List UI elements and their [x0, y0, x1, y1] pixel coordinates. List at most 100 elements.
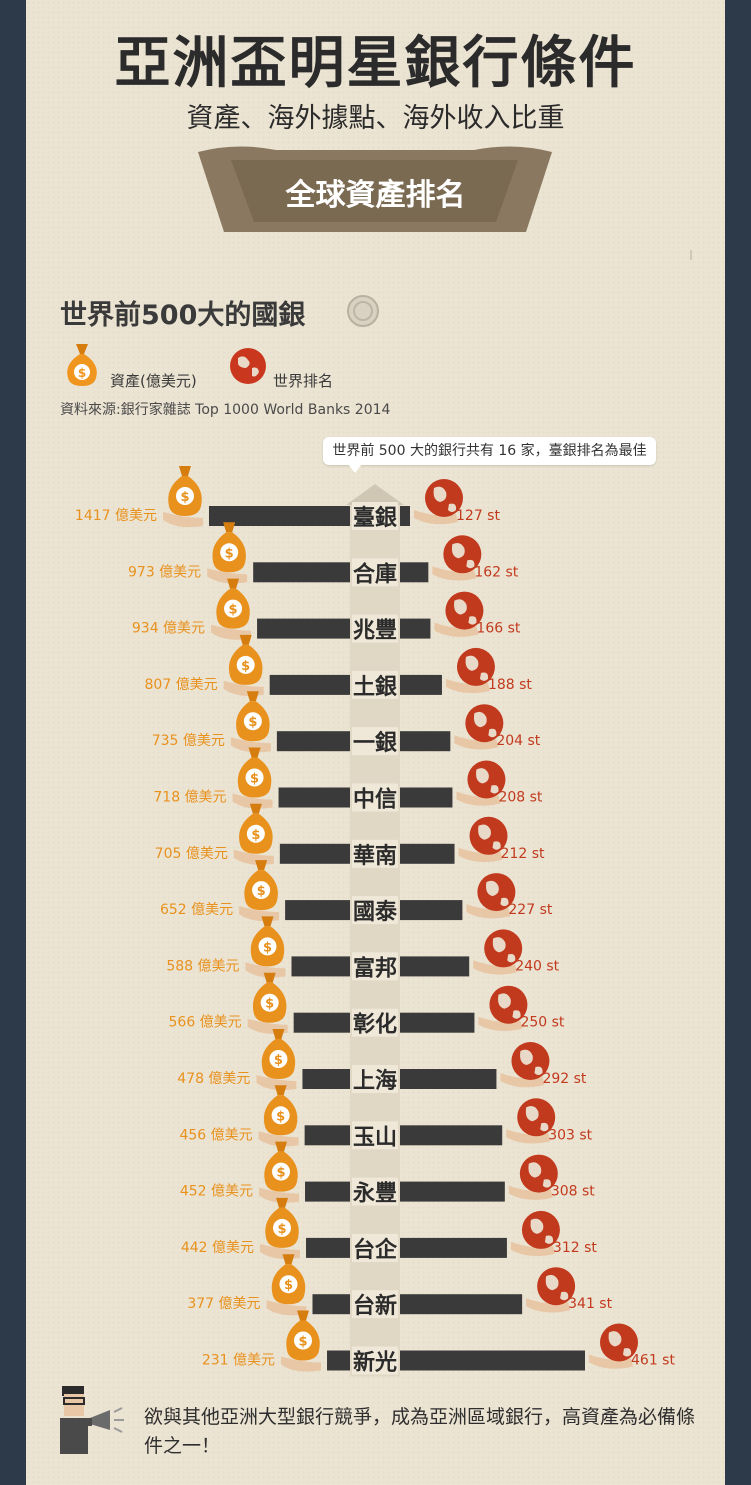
- money-bag-icon: $: [223, 634, 264, 697]
- rank-bar: [400, 1125, 503, 1146]
- svg-text:$: $: [298, 1335, 307, 1350]
- person-megaphone-illustration: [60, 1386, 124, 1454]
- asset-value-label: 478 億美元: [177, 1071, 250, 1087]
- rank-bar: [400, 1237, 507, 1258]
- ribbon-banner: [198, 146, 692, 260]
- bank-name-label: 永豐: [353, 1181, 397, 1207]
- bank-row: $452 億美元 308 st 永豐: [180, 1141, 595, 1207]
- svg-text:$: $: [229, 603, 238, 618]
- bank-name-label: 兆豐: [353, 619, 397, 644]
- bank-name-label: 中信: [353, 787, 397, 813]
- svg-text:$: $: [225, 546, 234, 561]
- money-bag-icon: $: [207, 522, 248, 584]
- rank-value-label: 461 st: [631, 1353, 675, 1369]
- asset-value-label: 973 億美元: [128, 564, 201, 580]
- person-icon: [60, 1386, 88, 1454]
- money-bag-icon: $: [211, 578, 252, 640]
- rank-bar: [400, 956, 470, 977]
- asset-value-label: 456 億美元: [179, 1127, 252, 1143]
- asset-bar: [293, 1012, 350, 1033]
- rank-value-label: 308 st: [551, 1184, 595, 1200]
- svg-text:$: $: [78, 366, 86, 380]
- bank-row: $566 億美元 250 st 彰化: [169, 972, 565, 1038]
- asset-value-label: 231 億美元: [202, 1353, 275, 1369]
- bank-row: $718 億美元 208 st 中信: [153, 747, 543, 813]
- bank-name-label: 台新: [353, 1293, 397, 1319]
- money-bag-icon: $: [233, 803, 274, 865]
- asset-bar: [269, 674, 350, 695]
- bank-row: $231 億美元 461 st 新光: [202, 1310, 675, 1376]
- svg-text:$: $: [241, 659, 250, 674]
- bank-name-label: 台企: [353, 1237, 398, 1263]
- rank-bar: [400, 1012, 475, 1033]
- section-heading: 世界前500大的國銀: [60, 300, 306, 331]
- bank-row: $934 億美元 166 st 兆豐: [132, 578, 521, 644]
- bank-name-label: 新光: [353, 1350, 397, 1376]
- rank-value-label: 303 st: [548, 1127, 592, 1143]
- asset-bar: [285, 900, 350, 921]
- rank-value-label: 312 st: [553, 1240, 597, 1256]
- bank-name-label: 玉山: [353, 1125, 397, 1150]
- bank-name-label: 國泰: [353, 900, 398, 925]
- megaphone-icon: [86, 1407, 124, 1433]
- svg-text:$: $: [248, 715, 257, 730]
- bank-row: $973 億美元 162 st 合庫: [128, 522, 519, 587]
- bank-row: $652 億美元 227 st 國泰: [160, 860, 553, 925]
- asset-bar: [276, 731, 350, 752]
- bank-name-label: 富邦: [353, 955, 397, 981]
- svg-text:$: $: [265, 997, 274, 1012]
- bank-name-label: 土銀: [353, 675, 397, 700]
- globe-icon: [478, 985, 528, 1031]
- bank-row: $456 億美元 303 st 玉山: [179, 1085, 593, 1150]
- svg-text:$: $: [263, 940, 272, 955]
- svg-text:$: $: [257, 884, 266, 899]
- globe-icon: [434, 591, 484, 637]
- rank-bar: [400, 618, 431, 639]
- money-bag-icon: $: [247, 972, 288, 1034]
- svg-text:$: $: [284, 1278, 293, 1293]
- money-bag-icon: $: [260, 1197, 301, 1260]
- rank-bar: [400, 787, 453, 808]
- rank-value-label: 166 st: [476, 621, 520, 637]
- money-bag-icon: $: [67, 344, 97, 386]
- rank-value-label: 188 st: [488, 677, 532, 693]
- rank-value-label: 240 st: [515, 958, 559, 974]
- asset-value-label: 705 億美元: [155, 846, 228, 862]
- footer-note: 欲與其他亞洲大型銀行競爭，成為亞洲區域銀行，高資產為必備條件之一！: [144, 1406, 696, 1457]
- page-title: 亞洲盃明星銀行條件: [114, 31, 637, 96]
- money-bag-icon: $: [256, 1029, 297, 1091]
- bank-row: $588 億美元 240 st 富邦: [166, 916, 560, 981]
- rank-value-label: 250 st: [520, 1015, 564, 1031]
- asset-value-label: 566 億美元: [169, 1015, 242, 1031]
- bank-row: $377 億美元 341 st 台新: [187, 1254, 613, 1319]
- ribbon-label: 全球資產排名: [285, 178, 466, 213]
- bank-name-label: 合庫: [353, 561, 397, 587]
- asset-value-label: 807 億美元: [145, 677, 218, 693]
- globe-icon: [508, 1154, 558, 1200]
- asset-bar: [253, 562, 350, 583]
- legend-rank-label: 世界排名: [273, 372, 334, 390]
- globe-icon: [230, 348, 266, 384]
- asset-bar: [209, 506, 350, 526]
- bank-row: $807 億美元 188 st 土銀: [145, 634, 532, 700]
- asset-value-label: 718 億美元: [153, 790, 226, 806]
- globe-icon: [456, 760, 506, 806]
- rank-value-label: 204 st: [496, 733, 540, 749]
- money-bag-icon: $: [230, 691, 271, 753]
- asset-value-label: 588 億美元: [166, 958, 239, 974]
- asset-bar: [306, 1237, 350, 1258]
- bank-row: $705 億美元 212 st 華南: [155, 803, 545, 869]
- globe-icon: [454, 704, 504, 750]
- asset-value-label: 1417 億美元: [75, 508, 157, 524]
- globe-icon: [466, 873, 516, 919]
- asset-value-label: 452 億美元: [180, 1184, 253, 1200]
- bank-name-label: 彰化: [353, 1012, 397, 1038]
- rank-value-label: 162 st: [474, 564, 518, 580]
- money-bag-icon: $: [281, 1310, 322, 1372]
- globe-icon: [526, 1267, 576, 1313]
- bank-name-label: 上海: [353, 1068, 397, 1094]
- asset-bar: [278, 787, 350, 808]
- svg-text:$: $: [251, 828, 260, 843]
- globe-icon: [506, 1098, 556, 1144]
